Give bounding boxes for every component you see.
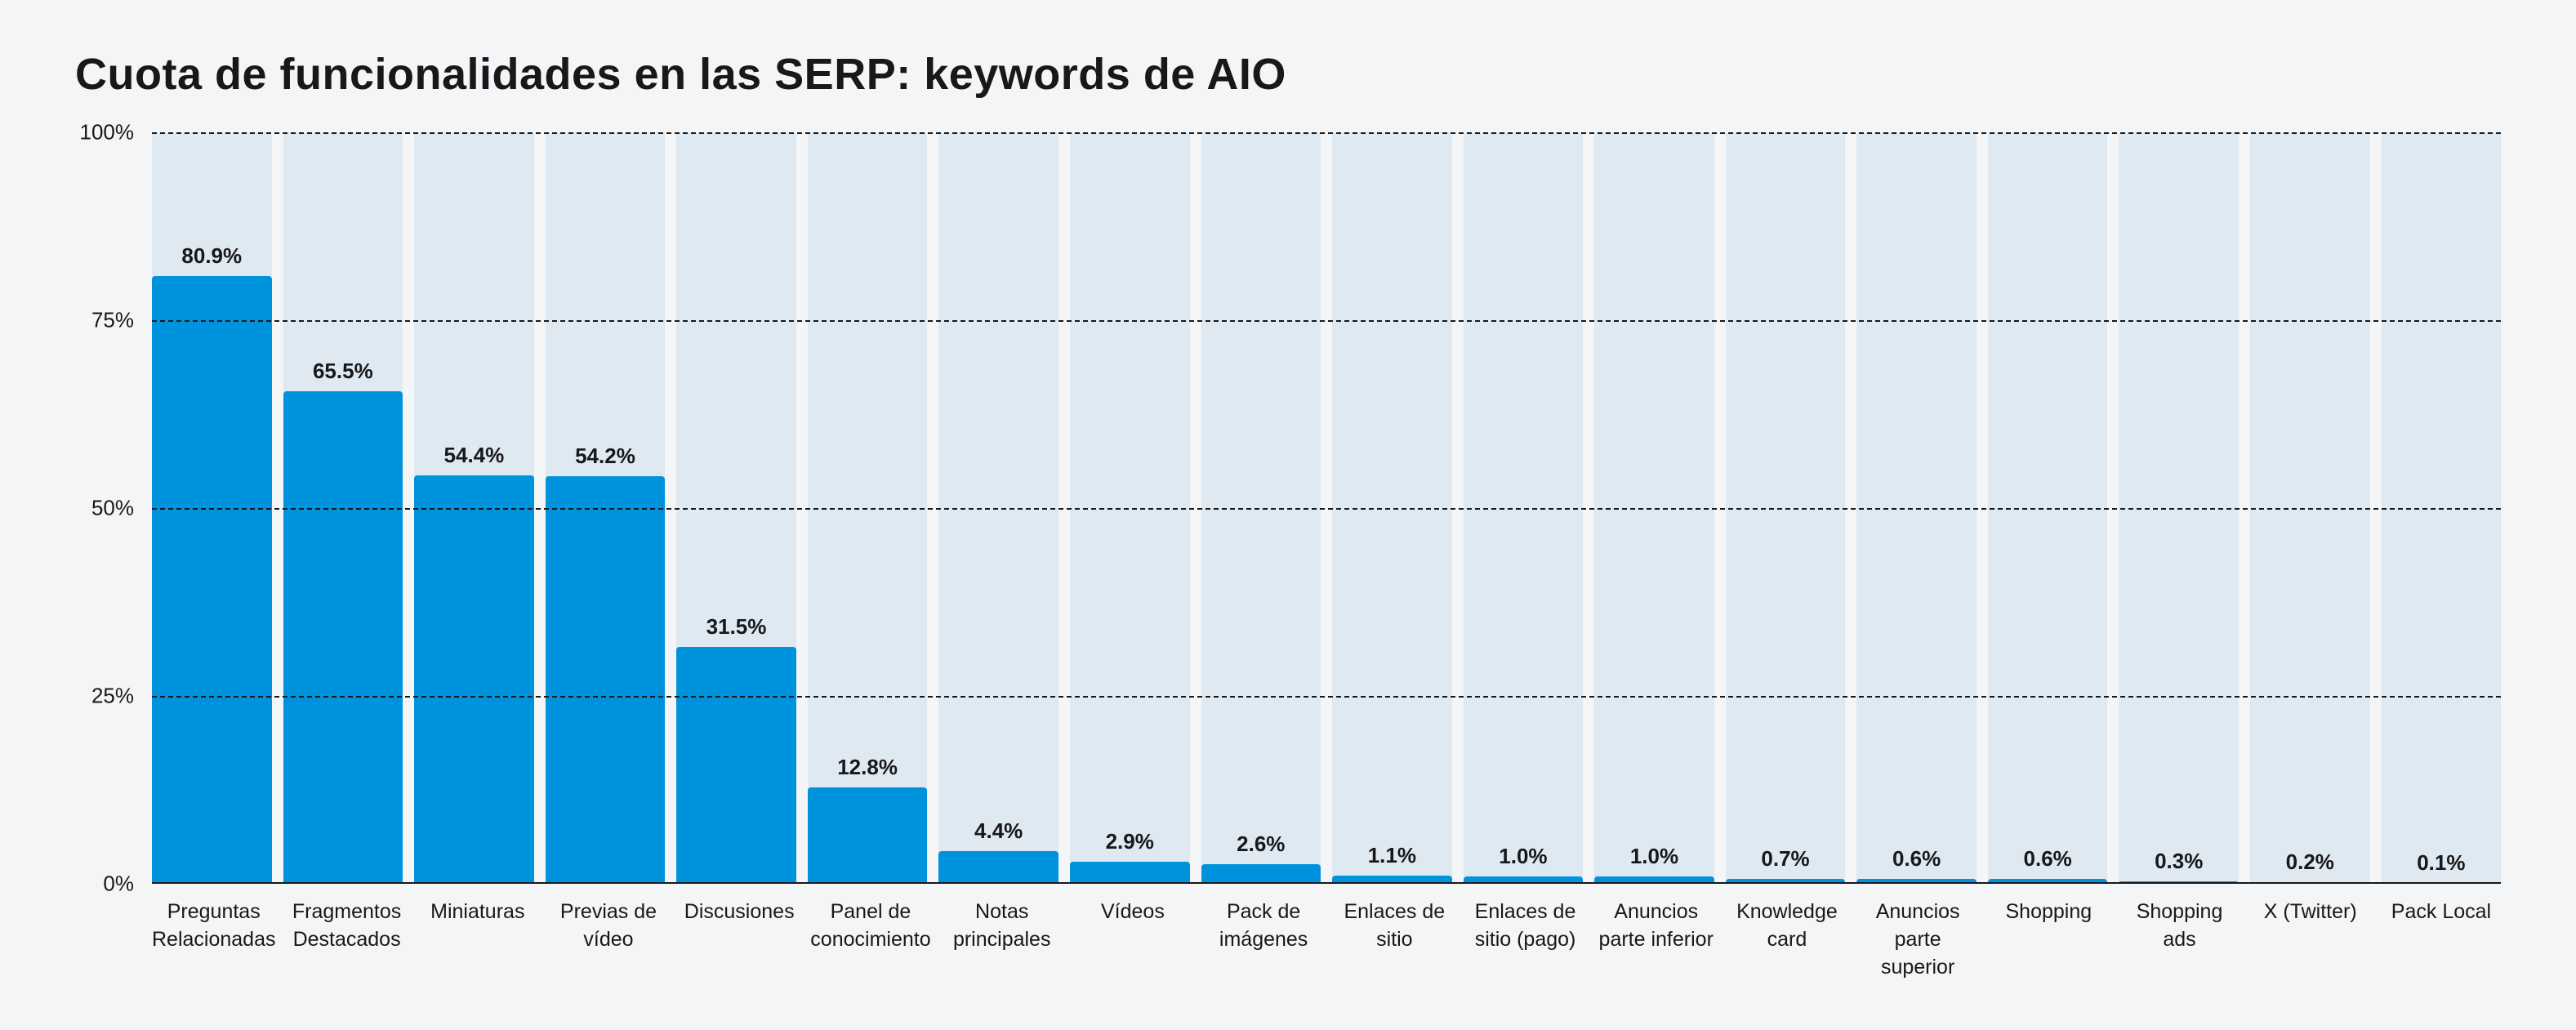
y-axis: 0%25%50%75%100% bbox=[75, 132, 149, 884]
bar-value-label: 1.0% bbox=[1630, 845, 1678, 867]
bar-value-label: 31.5% bbox=[706, 616, 767, 637]
bar-value-label: 1.0% bbox=[1499, 845, 1547, 867]
bar-fill bbox=[808, 787, 928, 884]
x-axis-category-label: Knowledge card bbox=[1727, 898, 1847, 981]
bar-fill bbox=[283, 391, 403, 884]
bar-value-label: 0.6% bbox=[1892, 848, 1941, 869]
x-axis-category-label: Enlaces de sitio bbox=[1335, 898, 1454, 981]
bar-value-label: 0.1% bbox=[2417, 852, 2465, 873]
bar-fill bbox=[676, 647, 796, 884]
x-axis-category-label: X (Twitter) bbox=[2251, 898, 2370, 981]
plot-wrap: 0%25%50%75%100% 80.9% 65.5% 54.4% 54.2% 31.5… bbox=[75, 132, 2501, 884]
bar-value-label: 0.3% bbox=[2155, 850, 2203, 872]
x-axis-category-label: Shopping ads bbox=[2119, 898, 2239, 981]
y-axis-tick-label: 75% bbox=[69, 308, 134, 333]
x-axis-category-label: Discusiones bbox=[680, 898, 799, 981]
bar-value-label: 0.7% bbox=[1761, 848, 1809, 869]
x-axis-category-label: Pack Local bbox=[2382, 898, 2501, 981]
bar-fill bbox=[1201, 864, 1321, 884]
x-axis-labels: Preguntas RelacionadasFragmentos Destaca… bbox=[152, 898, 2501, 981]
x-axis-category-label: Previas de vídeo bbox=[549, 898, 668, 981]
x-axis-category-label: Panel de conocimiento bbox=[810, 898, 930, 981]
bar-value-label: 65.5% bbox=[313, 360, 373, 381]
bar-value-label: 2.6% bbox=[1237, 833, 1285, 854]
chart-title: Cuota de funcionalidades en las SERP: ke… bbox=[75, 49, 2501, 100]
x-axis-category-label: Pack de imágenes bbox=[1204, 898, 1323, 981]
x-axis-category-label: Miniaturas bbox=[418, 898, 537, 981]
plot-area: 80.9% 65.5% 54.4% 54.2% 31.5% 12.8% 4.4% 2.9% 2.… bbox=[152, 132, 2501, 884]
y-axis-tick-label: 0% bbox=[69, 872, 134, 897]
bar-value-label: 12.8% bbox=[837, 756, 898, 778]
x-axis-category-label: Fragmentos Destacados bbox=[287, 898, 406, 981]
bar-value-label: 4.4% bbox=[974, 820, 1023, 841]
y-axis-tick-label: 100% bbox=[69, 120, 134, 145]
x-axis-category-label: Preguntas Relacionadas bbox=[152, 898, 275, 981]
bar-value-label: 54.4% bbox=[444, 444, 505, 466]
bar-fill bbox=[1070, 862, 1190, 884]
y-axis-tick-label: 25% bbox=[69, 684, 134, 709]
x-axis-category-label: Anuncios parte superior bbox=[1858, 898, 1977, 981]
bar-value-label: 2.9% bbox=[1106, 831, 1154, 852]
bar-fill bbox=[152, 276, 272, 884]
bar-value-label: 0.6% bbox=[2024, 848, 2072, 869]
chart-root: Cuota de funcionalidades en las SERP: ke… bbox=[0, 0, 2576, 1030]
x-axis-category-label: Anuncios parte inferior bbox=[1597, 898, 1716, 981]
bar-value-label: 1.1% bbox=[1368, 845, 1416, 866]
bar-value-label: 54.2% bbox=[575, 445, 635, 466]
x-axis-category-label: Enlaces de sitio (pago) bbox=[1465, 898, 1584, 981]
x-axis-category-label: Vídeos bbox=[1073, 898, 1192, 981]
bar-fill bbox=[546, 476, 666, 884]
bar-value-label: 80.9% bbox=[181, 245, 242, 266]
bar-fill bbox=[938, 851, 1058, 884]
bar-fill bbox=[414, 475, 534, 884]
y-axis-tick-label: 50% bbox=[69, 496, 134, 521]
x-axis-category-label: Notas principales bbox=[943, 898, 1062, 981]
x-axis-baseline bbox=[152, 882, 2501, 884]
x-axis-category-label: Shopping bbox=[1989, 898, 2108, 981]
bar-value-label: 0.2% bbox=[2286, 851, 2334, 872]
